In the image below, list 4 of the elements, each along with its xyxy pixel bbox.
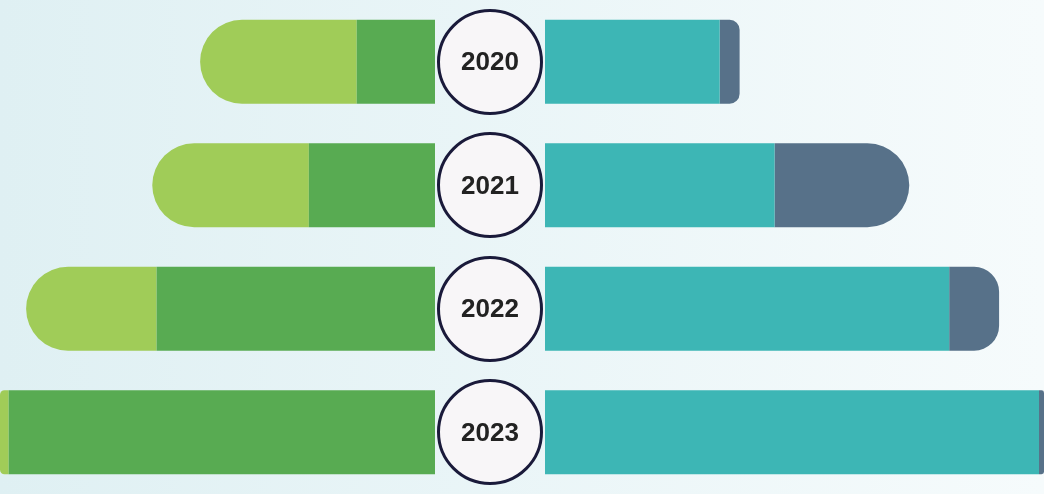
y-tick-label: 2022: [461, 293, 519, 325]
y-tick-label: 2023: [461, 416, 519, 448]
y-tick-label: 2020: [461, 46, 519, 78]
y-tick-label: 2021: [461, 169, 519, 201]
